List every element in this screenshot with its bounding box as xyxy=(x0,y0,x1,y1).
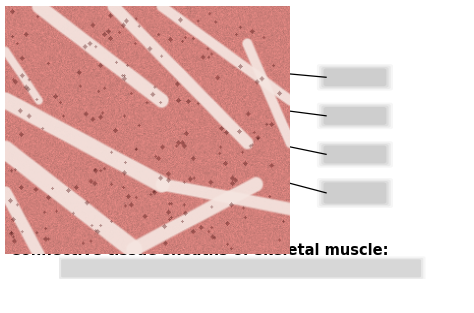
FancyBboxPatch shape xyxy=(324,69,386,86)
FancyBboxPatch shape xyxy=(317,178,393,208)
Text: Connective tissue sheaths of skeletal muscle:: Connective tissue sheaths of skeletal mu… xyxy=(9,243,388,258)
FancyBboxPatch shape xyxy=(319,104,391,128)
FancyBboxPatch shape xyxy=(319,143,391,166)
FancyBboxPatch shape xyxy=(324,182,386,204)
FancyBboxPatch shape xyxy=(59,258,423,279)
FancyBboxPatch shape xyxy=(317,64,393,90)
FancyBboxPatch shape xyxy=(319,65,391,89)
FancyBboxPatch shape xyxy=(317,103,393,129)
FancyBboxPatch shape xyxy=(324,146,386,163)
FancyBboxPatch shape xyxy=(321,67,389,88)
FancyBboxPatch shape xyxy=(317,141,393,168)
FancyBboxPatch shape xyxy=(324,107,386,125)
FancyBboxPatch shape xyxy=(321,181,389,205)
FancyBboxPatch shape xyxy=(61,259,421,277)
FancyBboxPatch shape xyxy=(321,144,389,165)
FancyBboxPatch shape xyxy=(321,105,389,126)
FancyBboxPatch shape xyxy=(57,256,426,280)
FancyBboxPatch shape xyxy=(319,180,391,207)
